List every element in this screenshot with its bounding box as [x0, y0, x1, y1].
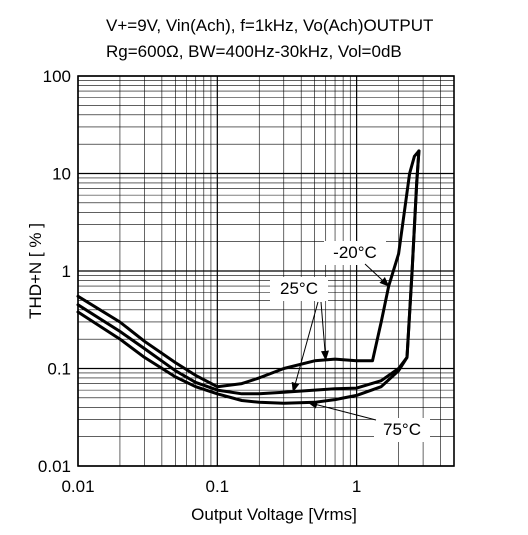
series-line-2 — [76, 149, 421, 405]
x-tick-label: 0.1 — [205, 477, 229, 496]
leader-arrow-extra-1 — [320, 301, 329, 361]
annotation-bg — [374, 418, 430, 442]
series-line-1 — [76, 149, 421, 396]
y-tick-label: 0.01 — [38, 457, 71, 476]
curve-label-2: 75°C — [383, 420, 421, 439]
tick-labels: 0.01 0.1 1 0.01 0.1 1 10 100 — [38, 67, 361, 496]
chart-title-line-1: V+=9V, Vin(Ach), f=1kHz, Vo(Ach)OUTPUT — [106, 16, 434, 35]
y-tick-label: 1 — [62, 262, 71, 281]
leader-arrow-1 — [291, 301, 319, 393]
leader-arrow-0 — [364, 263, 390, 287]
x-tick-label: 0.01 — [61, 477, 94, 496]
curve-label-1: 25°C — [280, 279, 318, 298]
x-tick-label: 1 — [352, 477, 361, 496]
annotation-bg — [270, 277, 328, 301]
leader-arrow-2 — [307, 400, 377, 421]
y-tick-label: 0.1 — [47, 360, 71, 379]
series-line-0 — [76, 149, 421, 389]
y-tick-label: 10 — [52, 165, 71, 184]
x-axis-label: Output Voltage [Vrms] — [191, 505, 357, 524]
y-tick-label: 100 — [43, 67, 71, 86]
y-axis-label: THD+N [ % ] — [26, 223, 45, 319]
curve-annotations: -20°C 25°C 75°C — [270, 241, 430, 442]
chart-title-line-2: Rg=600Ω, BW=400Hz-30kHz, Vol=0dB — [106, 42, 402, 61]
curve-label-0: -20°C — [333, 243, 377, 262]
annotation-bg — [324, 241, 386, 265]
plot-frame — [77, 75, 455, 467]
